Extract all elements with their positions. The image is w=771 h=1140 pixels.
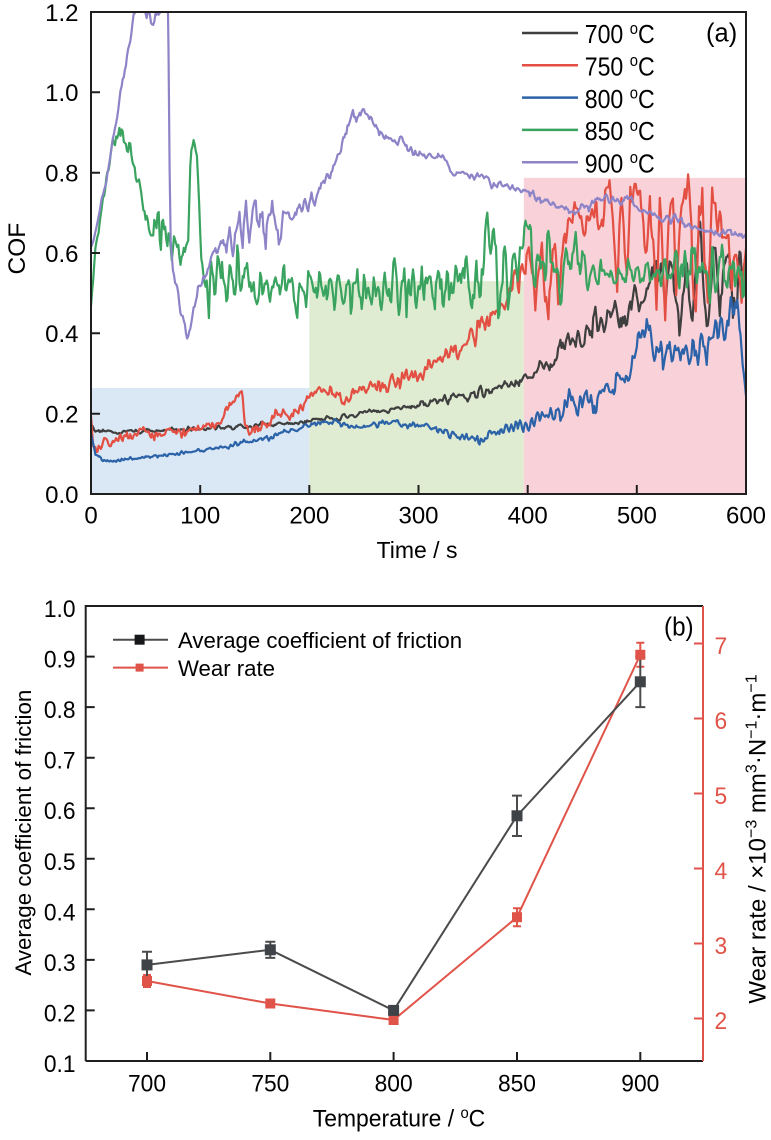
- svg-text:700 oC: 700 oC: [585, 20, 655, 49]
- svg-text:0.4: 0.4: [44, 899, 76, 926]
- svg-text:750 oC: 750 oC: [585, 52, 655, 81]
- svg-text:0.0: 0.0: [45, 482, 78, 509]
- svg-text:0.9: 0.9: [44, 646, 76, 673]
- svg-text:100: 100: [180, 502, 220, 529]
- svg-text:850: 850: [498, 1070, 536, 1097]
- svg-text:300: 300: [398, 502, 438, 529]
- svg-text:7: 7: [715, 632, 728, 659]
- svg-text:800: 800: [375, 1070, 413, 1097]
- svg-text:(a): (a): [706, 19, 737, 47]
- svg-text:Temperature / oC: Temperature / oC: [313, 1105, 486, 1132]
- svg-text:900: 900: [621, 1070, 659, 1097]
- svg-text:0.1: 0.1: [44, 1050, 76, 1077]
- svg-text:0.6: 0.6: [44, 798, 76, 825]
- svg-text:850 oC: 850 oC: [585, 117, 655, 146]
- svg-text:900 oC: 900 oC: [585, 149, 655, 178]
- svg-text:0.5: 0.5: [44, 848, 76, 875]
- svg-text:(b): (b): [664, 613, 694, 642]
- svg-text:800 oC: 800 oC: [585, 85, 655, 114]
- svg-text:0.6: 0.6: [45, 241, 78, 268]
- svg-text:3: 3: [715, 932, 728, 959]
- svg-text:0.4: 0.4: [45, 321, 78, 348]
- svg-text:Average coefficient of frictio: Average coefficient of friction: [178, 628, 462, 653]
- svg-text:0.8: 0.8: [44, 697, 76, 724]
- svg-text:1.0: 1.0: [45, 80, 78, 107]
- svg-text:200: 200: [289, 502, 329, 529]
- svg-text:700: 700: [128, 1070, 166, 1097]
- svg-text:0.3: 0.3: [44, 949, 76, 976]
- svg-text:0.2: 0.2: [44, 1000, 76, 1027]
- svg-text:0.7: 0.7: [44, 747, 76, 774]
- svg-text:5: 5: [715, 782, 728, 809]
- svg-text:Time / s: Time / s: [377, 537, 458, 563]
- svg-text:4: 4: [715, 857, 728, 884]
- svg-text:Wear rate: Wear rate: [178, 656, 275, 681]
- svg-text:Average coefficient of frictio: Average coefficient of friction: [11, 690, 36, 976]
- svg-text:400: 400: [508, 502, 548, 529]
- svg-text:0: 0: [84, 502, 97, 529]
- svg-text:2: 2: [715, 1007, 728, 1034]
- svg-text:0.8: 0.8: [45, 160, 78, 187]
- svg-text:750: 750: [251, 1070, 289, 1097]
- svg-text:600: 600: [726, 502, 766, 529]
- svg-text:COF: COF: [4, 223, 31, 275]
- svg-text:500: 500: [617, 502, 657, 529]
- svg-text:0.2: 0.2: [45, 401, 78, 428]
- svg-text:1.0: 1.0: [44, 595, 76, 622]
- svg-text:1.2: 1.2: [45, 0, 78, 27]
- svg-text:6: 6: [715, 707, 728, 734]
